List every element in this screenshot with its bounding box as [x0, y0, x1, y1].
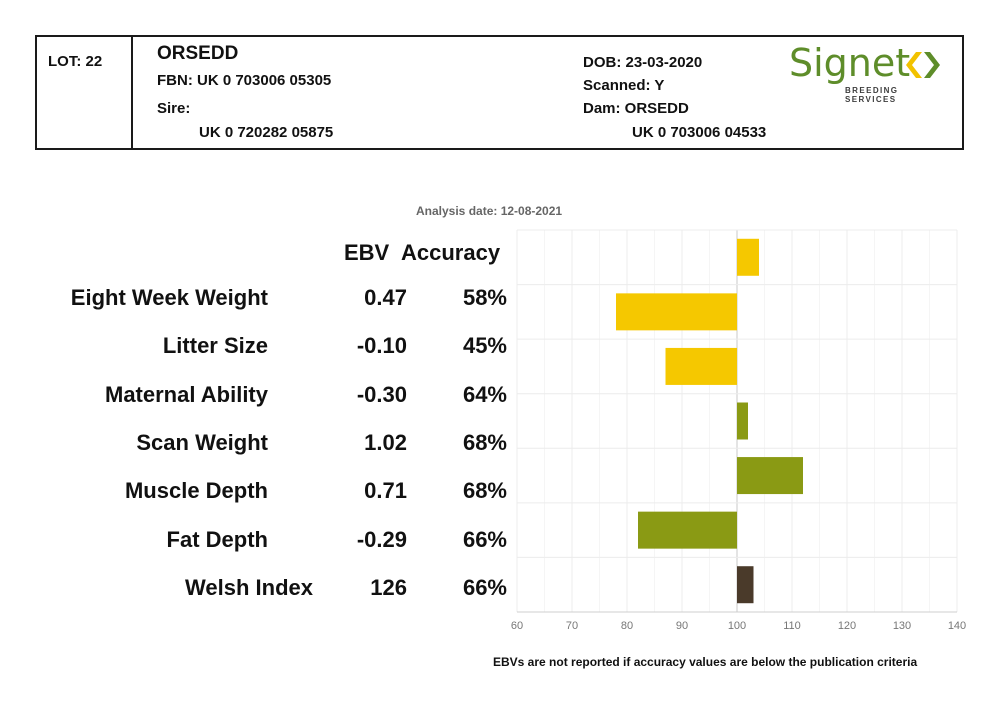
ebv-value: 1.02: [364, 429, 407, 455]
bar-litter-size: [616, 293, 737, 331]
trait-label: Eight Week Weight: [70, 285, 268, 310]
ebv-column-header: EBV: [344, 240, 390, 265]
accuracy-value: 66%: [462, 574, 507, 600]
accuracy-value: 66%: [462, 526, 507, 552]
chart-bars: [616, 238, 803, 604]
ebv-bar-chart: 60 70 80 90 100 110 120 130 140: [511, 229, 966, 632]
logo-subtitle: BREEDING SERVICES: [845, 86, 899, 104]
accuracy-column-header: Accuracy: [401, 240, 501, 265]
accuracy-value: 64%: [462, 381, 507, 407]
chevron-logo-icon: [906, 52, 940, 78]
logo-wordmark: Signet: [789, 41, 911, 85]
trait-label: Welsh Index: [185, 574, 313, 600]
bar-fat-depth: [638, 511, 737, 549]
ebv-value: -0.10: [356, 333, 407, 359]
accuracy-value: 58%: [462, 285, 507, 310]
ebv-value: 0.71: [364, 478, 407, 504]
bar-eight-week-weight: [737, 238, 759, 276]
fbn: FBN: UK 0 703006 05305: [157, 72, 332, 89]
bar-scan-weight: [737, 402, 748, 440]
x-tick-label: 60: [511, 620, 523, 632]
trait-label: Litter Size: [162, 333, 268, 359]
dam-id: UK 0 703006 04533: [632, 124, 767, 141]
bar-maternal-ability: [665, 347, 737, 385]
lot-number: LOT: 22: [48, 53, 103, 70]
chart-x-ticks: 60 70 80 90 100 110 120 130 140: [511, 620, 966, 632]
analysis-date: Analysis date: 12-08-2021: [416, 204, 563, 218]
date-of-birth: DOB: 23-03-2020: [583, 54, 703, 71]
ebv-value: -0.30: [356, 381, 407, 407]
trait-label: Muscle Depth: [124, 478, 268, 504]
trait-label: Scan Weight: [136, 429, 268, 455]
chevron-left-icon: [906, 52, 922, 78]
ebv-value: -0.29: [356, 526, 407, 552]
x-tick-label: 100: [728, 620, 746, 632]
sire-label: Sire:: [157, 100, 191, 117]
x-tick-label: 130: [893, 620, 911, 632]
scanned-status: Scanned: Y: [583, 77, 665, 94]
header-divider: [131, 37, 133, 148]
signet-logo: Signet BREEDING SERVICES: [789, 41, 949, 104]
x-tick-label: 80: [621, 620, 633, 632]
footnote: EBVs are not reported if accuracy values…: [493, 655, 918, 669]
x-tick-label: 90: [676, 620, 688, 632]
x-tick-label: 140: [948, 620, 966, 632]
x-tick-label: 120: [838, 620, 856, 632]
chevron-right-icon: [924, 52, 940, 78]
trait-label: Fat Depth: [166, 526, 268, 552]
animal-header: [35, 35, 964, 150]
ebv-value: 0.47: [364, 285, 407, 310]
accuracy-value: 68%: [462, 429, 507, 455]
animal-name: ORSEDD: [157, 43, 239, 64]
bar-muscle-depth: [737, 457, 803, 495]
accuracy-value: 45%: [462, 333, 507, 359]
bar-welsh-index: [737, 566, 754, 604]
trait-label: Maternal Ability: [105, 381, 268, 407]
ebv-value: 126: [370, 574, 407, 600]
sire-id: UK 0 720282 05875: [199, 124, 334, 141]
dam: Dam: ORSEDD: [583, 100, 689, 117]
x-tick-label: 70: [566, 620, 578, 632]
accuracy-value: 68%: [462, 478, 507, 504]
x-tick-label: 110: [783, 620, 801, 632]
